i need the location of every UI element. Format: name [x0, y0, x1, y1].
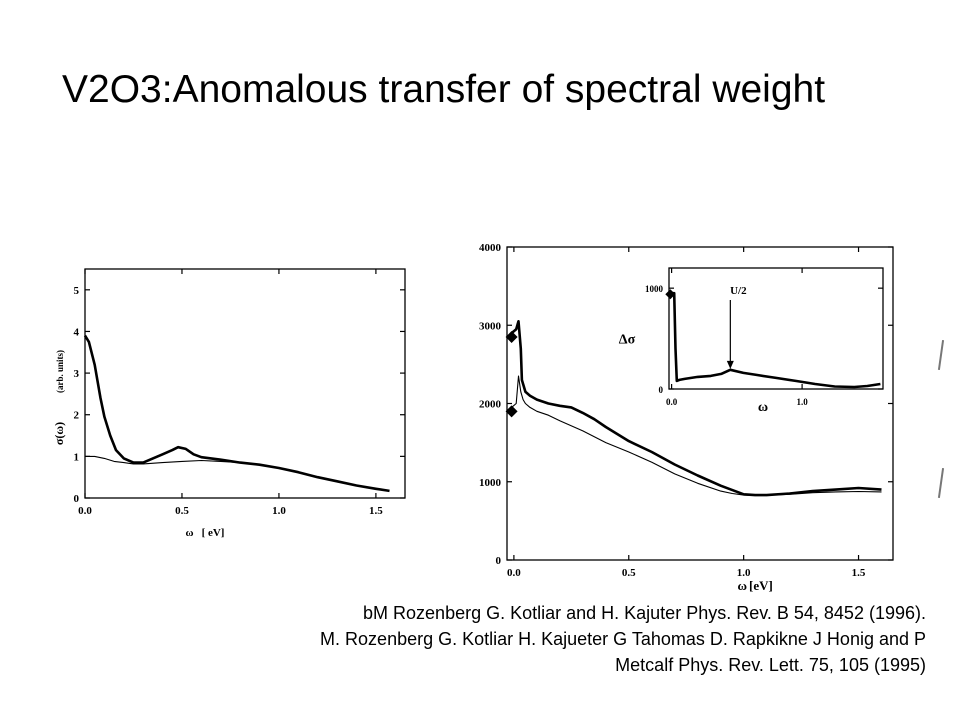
x-axis-label: ω [ eV] [186, 527, 225, 539]
diamond-marker [505, 330, 518, 343]
y-tick-label: 0 [496, 555, 502, 567]
x-tick-label: 1.5 [369, 505, 383, 517]
y-axis-unit: (arb. units) [55, 350, 65, 393]
series-line-thin [85, 455, 390, 492]
x-tick-label: 0.5 [175, 505, 189, 517]
y-tick-label: 3000 [479, 320, 502, 332]
series-line-thick [671, 291, 881, 389]
series-line-thin [511, 375, 882, 496]
plot-frame [84, 268, 406, 499]
y-tick-label: 0 [74, 493, 80, 505]
diamond-marker [505, 405, 518, 418]
series-line-thick [83, 334, 390, 493]
y-tick-label: 2000 [479, 399, 502, 411]
x-axis-label: ω [eV] [737, 578, 772, 593]
y-tick-label: 1000 [479, 477, 502, 489]
diamond-marker [665, 289, 676, 300]
y-axis-label: Δσ [619, 333, 636, 348]
slide-title: V2O3:Anomalous transfer of spectral weig… [62, 68, 826, 111]
y-tick-label: 1000 [645, 284, 664, 294]
citation: bM Rozenberg G. Kotliar and H. Kajuter P… [320, 600, 926, 678]
x-axis-label: ω [758, 400, 768, 415]
left-chart: 0 1 2 3 4 5 0.0 0.5 1.0 1.5 ω [ eV] σ(ω) (arb. units) [52, 268, 406, 539]
y-axis-label: σ(ω) (arb. units) [52, 350, 66, 445]
x-tick-label: 1.0 [272, 505, 286, 517]
annotation-arrowhead [726, 360, 734, 369]
x-axis-symbol: ω [186, 527, 194, 539]
y-tick-label: 3 [74, 368, 80, 380]
y-tick-label: 4 [74, 326, 80, 338]
x-axis-unit: [eV] [749, 578, 773, 593]
edge-mark [937, 468, 945, 498]
plot-frame [668, 267, 884, 390]
x-tick-label: 1.5 [852, 567, 866, 579]
y-tick-label: 4000 [479, 242, 502, 254]
y-tick-label: 5 [74, 285, 80, 297]
x-tick-label: 1.0 [737, 567, 751, 579]
y-tick-label: 1 [74, 451, 80, 463]
x-tick-label: 1.0 [796, 397, 808, 407]
edge-mark [937, 340, 945, 370]
y-tick-label: 0 [659, 385, 664, 395]
x-axis-symbol: ω [737, 578, 747, 593]
x-axis-unit: [ eV] [202, 527, 225, 539]
y-axis-symbol: σ(ω) [52, 422, 66, 445]
citation-line: bM Rozenberg G. Kotliar and H. Kajuter P… [363, 603, 926, 623]
citation-line: M. Rozenberg G. Kotliar H. Kajueter G Ta… [320, 629, 926, 649]
x-tick-label: 0.0 [78, 505, 92, 517]
inset-chart: 0 1000 0.0 1.0 ω Δσ U/2 [619, 267, 884, 415]
citation-line: Metcalf Phys. Rev. Lett. 75, 105 (1995) [615, 655, 926, 675]
y-tick-label: 2 [74, 410, 80, 422]
x-tick-label: 0.0 [666, 397, 678, 407]
x-tick-label: 0.5 [622, 567, 636, 579]
annotation-label: U/2 [730, 285, 747, 297]
x-tick-label: 0.0 [507, 567, 521, 579]
